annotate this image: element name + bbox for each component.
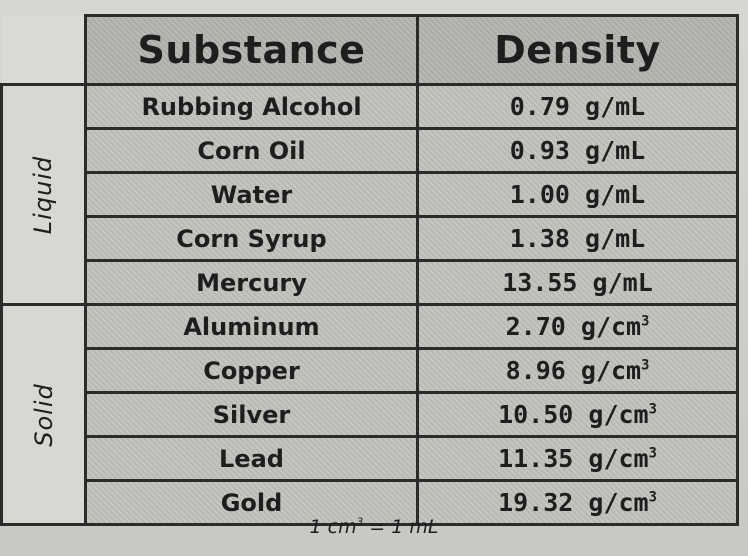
substance-cell: Corn Oil [84,127,419,174]
density-unit: g/cm [588,488,649,517]
density-unit: g/mL [585,136,646,165]
density-cell: 1.00 g/mL [416,171,739,218]
density-unit-exponent: 3 [641,313,650,330]
unit-note-right: = 1 mL [363,516,439,538]
density-value: 1.00 [509,180,570,209]
substance-cell: Aluminum [84,303,419,350]
unit-note-sup: 3 [356,516,364,529]
density-value: 0.93 [509,136,570,165]
table-row: Silver 10.50 g/cm3 [2,391,739,438]
substance-cell: Water [84,171,419,218]
density-unit-exponent: 3 [648,401,657,418]
density-unit: g/cm [588,400,649,429]
density-value: 8.96 [505,356,566,385]
density-unit-exponent: 3 [641,357,650,374]
table-row: Liquid Rubbing Alcohol 0.79 g/mL [0,83,739,306]
density-value: 2.70 [505,312,566,341]
table-row: Lead 11.35 g/cm3 [2,435,739,482]
density-value: 10.50 [498,400,574,429]
table-row: Water 1.00 g/mL [2,171,739,218]
density-unit: g/mL [592,268,653,297]
density-unit: g/cm [580,356,642,385]
substance-cell: Corn Syrup [84,215,419,262]
density-value: 13.55 [502,268,578,297]
density-value: 0.79 [509,92,570,121]
density-cell: 13.55 g/mL [416,259,739,306]
density-unit-exponent: 3 [648,489,657,506]
table-row: Solid Aluminum 2.70 g/cm3 [0,303,739,526]
density-cell: 1.38 g/mL [416,215,739,262]
density-cell: 10.50 g/cm3 [416,391,739,438]
density-cell: 11.35 g/cm3 [416,435,739,482]
substance-cell: Gold [84,479,419,526]
category-cell-liquid: Liquid [0,83,87,306]
density-cell: 8.96 g/cm3 [416,347,739,394]
substance-cell: Rubbing Alcohol [84,83,419,130]
density-unit: g/cm [588,444,649,473]
category-label: Liquid [29,155,58,234]
table-body: Liquid Rubbing Alcohol 0.79 g/mL Corn Oil 0.… [0,83,739,526]
table-row: Corn Syrup 1.38 g/mL [2,215,739,262]
table-row: Copper 8.96 g/cm3 [2,347,739,394]
table-row: Gold 19.32 g/cm3 [2,479,739,526]
header-substance: Substance [84,14,419,86]
substance-cell: Lead [84,435,419,482]
density-unit-exponent: 3 [648,445,657,462]
density-unit: g/mL [585,224,646,253]
density-unit: g/mL [585,180,646,209]
table-row: Mercury 13.55 g/mL [2,259,739,306]
density-cell: 0.79 g/mL [416,83,739,130]
category-label: Solid [29,382,58,447]
density-cell: 2.70 g/cm3 [416,303,739,350]
density-value: 19.32 [498,488,574,517]
unit-note: 1 cm3 = 1 mL [0,516,748,538]
density-value: 1.38 [509,224,570,253]
density-unit: g/cm [580,312,642,341]
corner-cell [1,15,87,86]
table-header-row: Substance Density [1,14,739,86]
density-cell: 19.32 g/cm3 [416,479,739,526]
density-unit: g/mL [585,92,646,121]
category-cell-solid: Solid [0,303,87,526]
density-cell: 0.93 g/mL [416,127,739,174]
header-density: Density [416,14,739,86]
table-row: Corn Oil 0.93 g/mL [2,127,739,174]
unit-note-left: 1 cm [309,516,357,538]
substance-cell: Silver [84,391,419,438]
substance-cell: Copper [84,347,419,394]
density-value: 11.35 [498,444,574,473]
density-table: Substance Density Liquid Rubbing Alcohol 0… [0,14,739,526]
substance-cell: Mercury [84,259,419,306]
